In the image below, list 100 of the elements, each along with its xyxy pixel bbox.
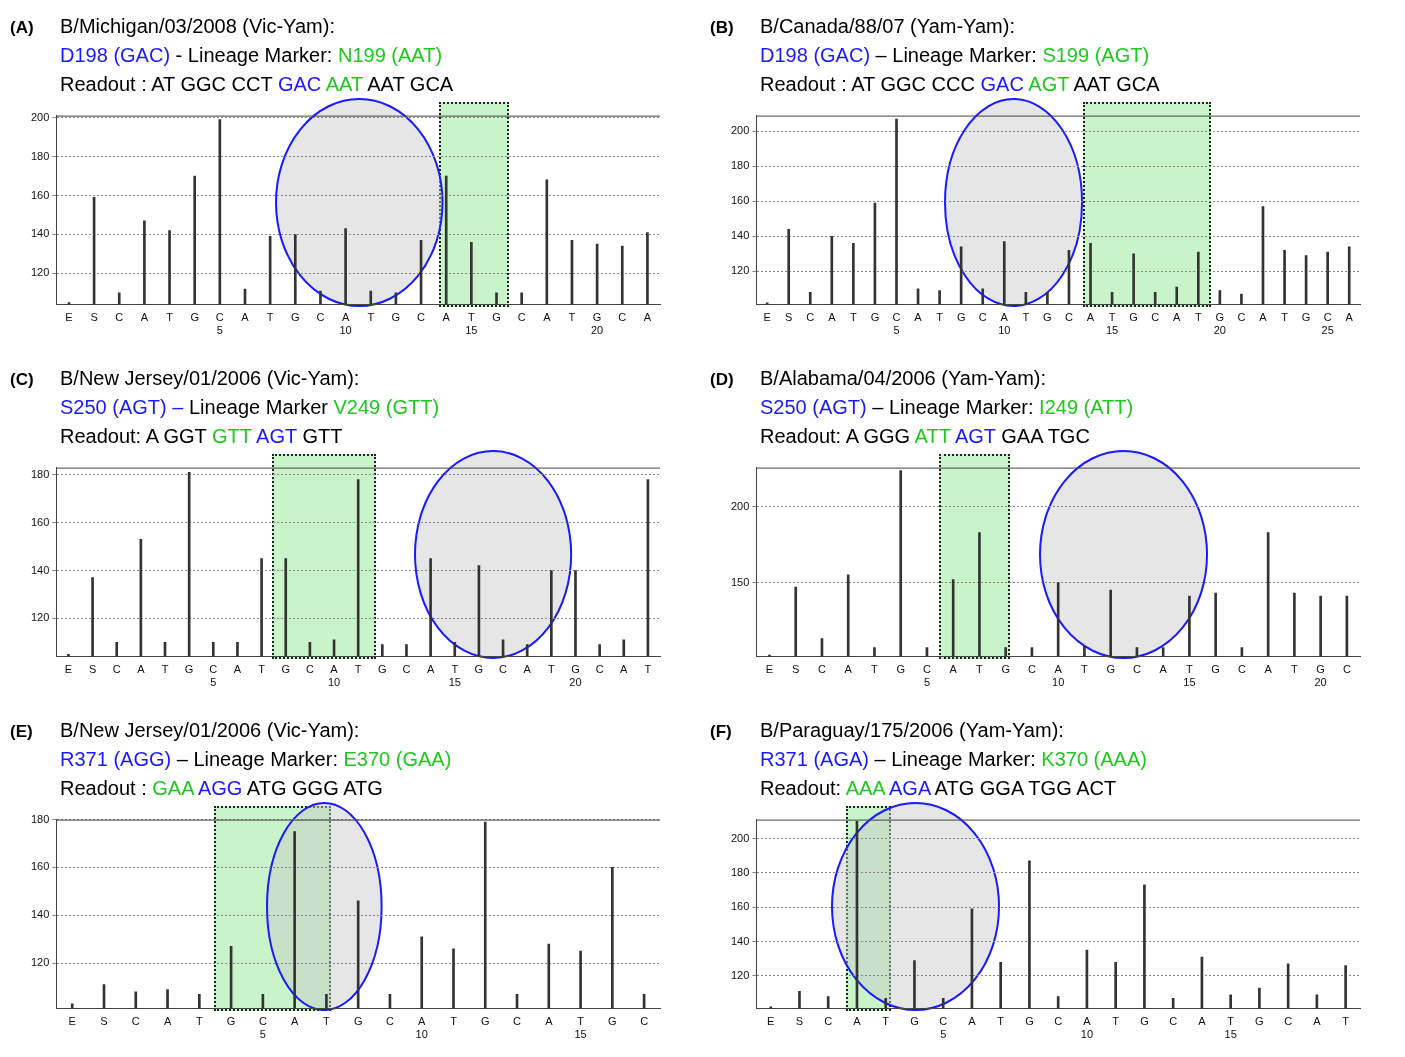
x-tick-label: A (1198, 1015, 1207, 1028)
y-tick-label: 120 (30, 611, 50, 624)
x-tick-label: T (367, 311, 375, 324)
x-tick-label: T (266, 311, 274, 324)
x-tick-label: T (258, 663, 266, 676)
x-tick-label: T (323, 1015, 331, 1028)
x-tick-label: A 10 (327, 663, 341, 689)
chart-subtitle: B/Canada/88/07 (Yam-Yam): (760, 14, 1016, 39)
x-tick-label: A (643, 311, 652, 324)
x-tick-label: C (1132, 663, 1141, 676)
x-tick-label: G 20 (569, 663, 582, 689)
chart-title: (A) (10, 18, 34, 38)
x-tick-label: A (442, 311, 451, 324)
x-tick-label: T (568, 311, 576, 324)
y-tick-label: 160 (30, 188, 50, 201)
x-tick-label: C (385, 1015, 394, 1028)
x-tick-label: T (1081, 663, 1089, 676)
x-tick-label: G (910, 1015, 919, 1028)
x-tick-label: G (226, 1015, 236, 1028)
x-tick-label: G (353, 1015, 363, 1028)
x-tick-label: T (354, 663, 362, 676)
x-tick-label: C 5 (215, 311, 224, 337)
chart-subtitle: B/Michigan/03/2008 (Vic-Yam): (60, 14, 336, 39)
y-tick-label: 140 (30, 563, 50, 576)
text: Readout: A GGG ATT AGT GAA TGC (760, 425, 1090, 447)
chart-subtitle: B/New Jersey/01/2006 (Vic-Yam): (60, 718, 361, 743)
y-tick-label: 160 (730, 900, 750, 913)
x-tick-label: G (1106, 663, 1115, 676)
x-tick-label: A (163, 1015, 172, 1028)
x-tick-label: A (233, 663, 242, 676)
x-tick-label: C (1151, 311, 1160, 324)
y-tick-label: 120 (730, 264, 750, 277)
y-tick-label: 200 (730, 831, 750, 844)
y-tick-label: 150 (730, 575, 750, 588)
x-tick-label: C (806, 311, 815, 324)
x-tick-label: A (1264, 663, 1273, 676)
x-tick-label: G (1255, 1015, 1264, 1028)
x-tick-label: G (184, 663, 194, 676)
x-tick-label: G (492, 311, 501, 324)
chart-title: (B) (710, 18, 734, 38)
y-tick-label: 140 (730, 229, 750, 242)
text: S250 (AGT) – Lineage Marker V249 (GTT) (60, 396, 440, 418)
x-tick-label: E (64, 663, 73, 676)
chart-title: (F) (710, 722, 732, 742)
x-tick-label: T (1342, 1015, 1350, 1028)
x-tick-label: T (161, 663, 169, 676)
x-tick-label: C (1054, 1015, 1063, 1028)
x-tick-label: T 15 (574, 1015, 587, 1041)
x-tick-label: C (513, 1015, 522, 1028)
x-tick-label: C (316, 311, 325, 324)
x-tick-label: S (90, 311, 98, 324)
x-tick-label: A (426, 663, 435, 676)
y-tick-label: 200 (30, 110, 50, 123)
x-tick-label: T (850, 311, 857, 324)
x-tick-label: T (195, 1015, 203, 1028)
x-tick-label: A (1159, 663, 1168, 676)
text: S250 (AGT) – Lineage Marker: I249 (ATT) (760, 396, 1134, 418)
x-tick-label: G (1129, 311, 1138, 324)
x-tick-label: T (1112, 1015, 1120, 1028)
y-tick-label: 180 (730, 865, 750, 878)
x-tick-label: A 10 (1080, 1015, 1094, 1041)
x-tick-label: G (1043, 311, 1052, 324)
x-tick-label: C (402, 663, 411, 676)
x-tick-label: C 5 (209, 663, 218, 689)
x-tick-label: A (844, 663, 853, 676)
x-tick-label: T (547, 663, 555, 676)
x-tick-label: C (517, 311, 526, 324)
x-tick-label: G 20 (1213, 311, 1226, 337)
text: Readout: AAA AGA ATG GGA TGG ACT (760, 777, 1117, 799)
x-tick-label: T (1291, 663, 1299, 676)
y-tick-label: 180 (30, 149, 50, 162)
x-tick-label: C (131, 1015, 140, 1028)
x-tick-label: E (767, 1015, 775, 1028)
chart-subtitle: B/New Jersey/01/2006 (Vic-Yam): (60, 366, 361, 391)
x-tick-label: T (450, 1015, 458, 1028)
x-tick-label: A (968, 1015, 977, 1028)
chart-title: (E) (10, 722, 33, 742)
x-tick-label: C (1237, 663, 1246, 676)
chart-title: (D) (710, 370, 734, 390)
x-tick-label: A 10 (415, 1015, 428, 1041)
x-tick-label: C (305, 663, 314, 676)
x-tick-label: C (1284, 1015, 1293, 1028)
x-tick-label: G 20 (591, 311, 604, 337)
x-tick-label: G (281, 663, 291, 676)
x-tick-label: T (882, 1015, 890, 1028)
x-tick-label: G (291, 311, 300, 324)
x-tick-label: A (620, 663, 629, 676)
y-tick-label: 180 (30, 467, 50, 480)
x-tick-label: G (1301, 311, 1311, 324)
x-tick-label: T 15 (1224, 1015, 1237, 1041)
chart-subtitle: B/Paraguay/175/2006 (Yam-Yam): (760, 718, 1065, 743)
x-tick-label: A (523, 663, 532, 676)
text: D198 (GAC) - Lineage Marker: N199 (AAT) (60, 44, 443, 66)
x-tick-label: T 15 (1105, 311, 1119, 337)
text: Readout : GAA AGG ATG GGG ATG (60, 777, 383, 799)
x-tick-label: T (936, 311, 944, 324)
text: D198 (GAC) – Lineage Marker: S199 (AGT) (760, 44, 1150, 66)
x-tick-label: A (543, 311, 552, 324)
x-tick-label: T 15 (465, 311, 478, 337)
x-tick-label: A 10 (998, 311, 1011, 337)
